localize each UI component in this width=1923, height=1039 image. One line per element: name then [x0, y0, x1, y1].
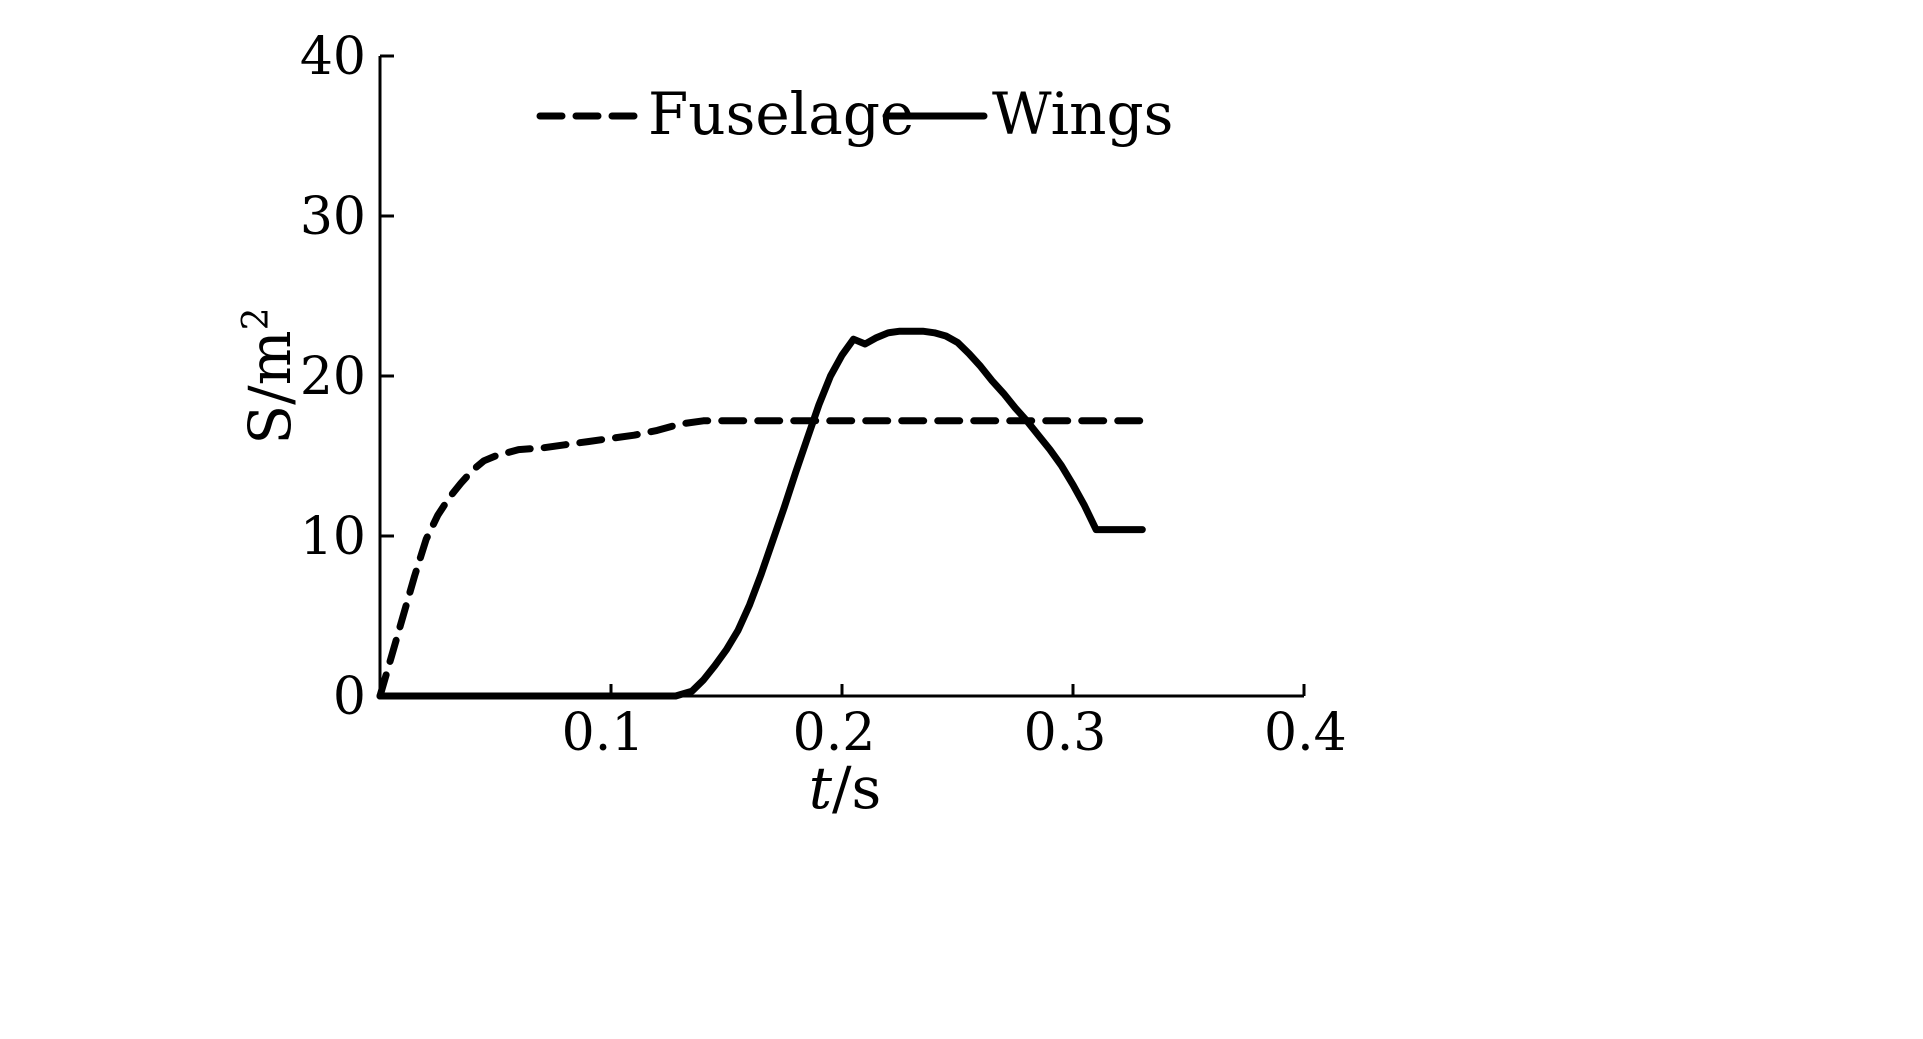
- x-tick-label: 0.1: [562, 703, 645, 763]
- x-tick-label: 0.2: [793, 703, 876, 763]
- y-tick-label: 20: [300, 347, 366, 407]
- series-line-wings: [376, 327, 1146, 700]
- y-tick-label: 40: [300, 27, 366, 87]
- x-axis-title-symbol: t: [809, 754, 833, 822]
- x-axis-title: t/s: [809, 754, 882, 822]
- x-axis-title-unit: /s: [832, 754, 881, 822]
- legend-label-wings: Wings: [992, 80, 1173, 148]
- y-axis-title-main: S/m: [236, 330, 304, 444]
- series-line-fuselage: [376, 417, 1146, 700]
- y-tick-label: 0: [333, 667, 366, 727]
- x-ticks: 0.1 0.2 0.3 0.4: [562, 684, 1347, 763]
- series-group: [376, 327, 1146, 700]
- y-axis-title: S/m2: [236, 307, 304, 444]
- legend: Fuselage Wings: [536, 80, 1173, 148]
- y-ticks: 0 10 20 30 40: [300, 27, 394, 727]
- x-tick-label: 0.4: [1264, 703, 1347, 763]
- x-tick-label: 0.3: [1024, 703, 1107, 763]
- legend-label-fuselage: Fuselage: [648, 80, 914, 148]
- y-axis-title-superscript: 2: [236, 307, 277, 330]
- y-tick-label: 30: [300, 187, 366, 247]
- y-tick-label: 10: [300, 507, 366, 567]
